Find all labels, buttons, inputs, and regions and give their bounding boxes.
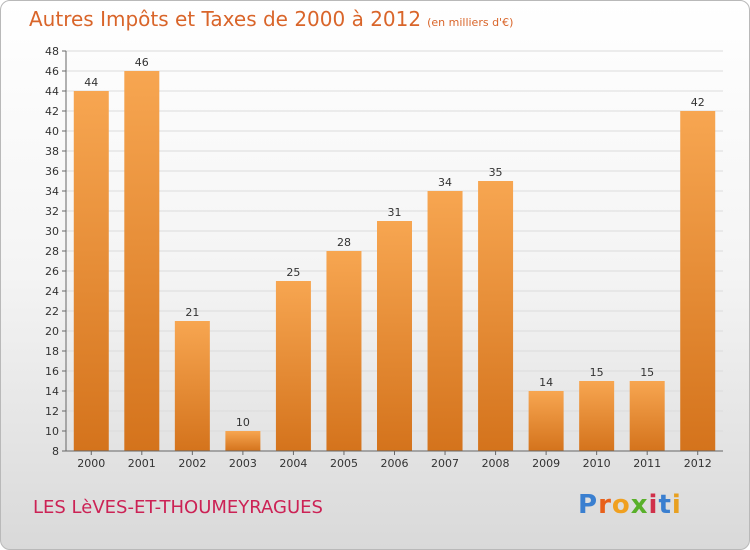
y-tick-label: 14	[45, 385, 59, 398]
data-label-2008: 35	[489, 166, 503, 179]
x-tick-label-2011: 2011	[633, 457, 661, 470]
x-tick-labels: 2000 2001 2002 2003 2004 2005 2006 2007 2008 2009…	[77, 451, 712, 470]
data-label-2001: 46	[135, 56, 149, 69]
proxiti-logo: Proxiti	[578, 490, 682, 520]
bar-2007	[427, 191, 463, 451]
commune-name: LES LèVES-ET-THOUMEYRAGUES	[33, 497, 323, 518]
y-tick-label: 34	[45, 185, 59, 198]
x-tick-label-2007: 2007	[431, 457, 459, 470]
data-label-2011: 15	[640, 366, 654, 379]
x-tick-label-2010: 2010	[583, 457, 611, 470]
y-tick-label: 30	[45, 225, 59, 238]
x-tick-label-2004: 2004	[279, 457, 307, 470]
data-label-2000: 44	[84, 76, 98, 89]
chart-unit: (en milliers d'€)	[427, 16, 514, 29]
bars	[73, 71, 716, 451]
bar-2001	[124, 71, 160, 451]
y-tick-label: 10	[45, 425, 59, 438]
data-label-2002: 21	[185, 306, 199, 319]
bar-2002	[174, 321, 210, 451]
data-label-2012: 42	[691, 96, 705, 109]
y-tick-label: 16	[45, 365, 59, 378]
bar-2012	[680, 111, 716, 451]
y-tick-label: 46	[45, 65, 59, 78]
x-tick-label-2000: 2000	[77, 457, 105, 470]
bar-2006	[377, 221, 412, 451]
y-tick-label: 40	[45, 125, 59, 138]
data-label-2003: 10	[236, 416, 250, 429]
bar-2005	[326, 251, 362, 451]
y-tick-label: 28	[45, 245, 59, 258]
data-label-2007: 34	[438, 176, 452, 189]
y-tick-label: 8	[52, 445, 59, 458]
data-label-2004: 25	[286, 266, 300, 279]
bar-2003	[225, 431, 261, 451]
y-tick-label: 22	[45, 305, 59, 318]
bar-2008	[478, 181, 514, 451]
y-tick-label: 24	[45, 285, 59, 298]
y-tick-label: 18	[45, 345, 59, 358]
x-tick-label-2009: 2009	[532, 457, 560, 470]
y-tick-labels: 8 10 12 14 16 18 20 22 24 26 28 30 32 34 36 38 40 42 44 46 4…	[45, 45, 59, 458]
data-label-2010: 15	[590, 366, 604, 379]
bar-2011	[629, 381, 665, 451]
y-tick-label: 12	[45, 405, 59, 418]
y-tick-label: 32	[45, 205, 59, 218]
data-labels: 44 46 21 10 25 28 31 34 35 14 15 15 42	[84, 56, 704, 429]
x-tick-label-2003: 2003	[229, 457, 257, 470]
y-tick-label: 44	[45, 85, 59, 98]
chart-title: Autres Impôts et Taxes de 2000 à 2012 (en…	[29, 7, 513, 31]
chart-title-text: Autres Impôts et Taxes de 2000 à 2012	[29, 7, 422, 31]
x-tick-label-2006: 2006	[381, 457, 409, 470]
data-label-2009: 14	[539, 376, 553, 389]
data-label-2006: 31	[388, 206, 402, 219]
bar-2004	[275, 281, 311, 451]
y-tick-label: 48	[45, 45, 59, 58]
y-tick-label: 26	[45, 265, 59, 278]
y-tick-label: 20	[45, 325, 59, 338]
bar-2009	[528, 391, 564, 451]
bar-2010	[579, 381, 615, 451]
x-tick-label-2005: 2005	[330, 457, 358, 470]
x-tick-label-2001: 2001	[128, 457, 156, 470]
y-tick-label: 36	[45, 165, 59, 178]
bar-2000	[73, 91, 109, 451]
y-tick-label: 42	[45, 105, 59, 118]
x-tick-label-2012: 2012	[684, 457, 712, 470]
x-tick-label-2002: 2002	[178, 457, 206, 470]
data-label-2005: 28	[337, 236, 351, 249]
x-tick-label-2008: 2008	[482, 457, 510, 470]
y-tick-label: 38	[45, 145, 59, 158]
